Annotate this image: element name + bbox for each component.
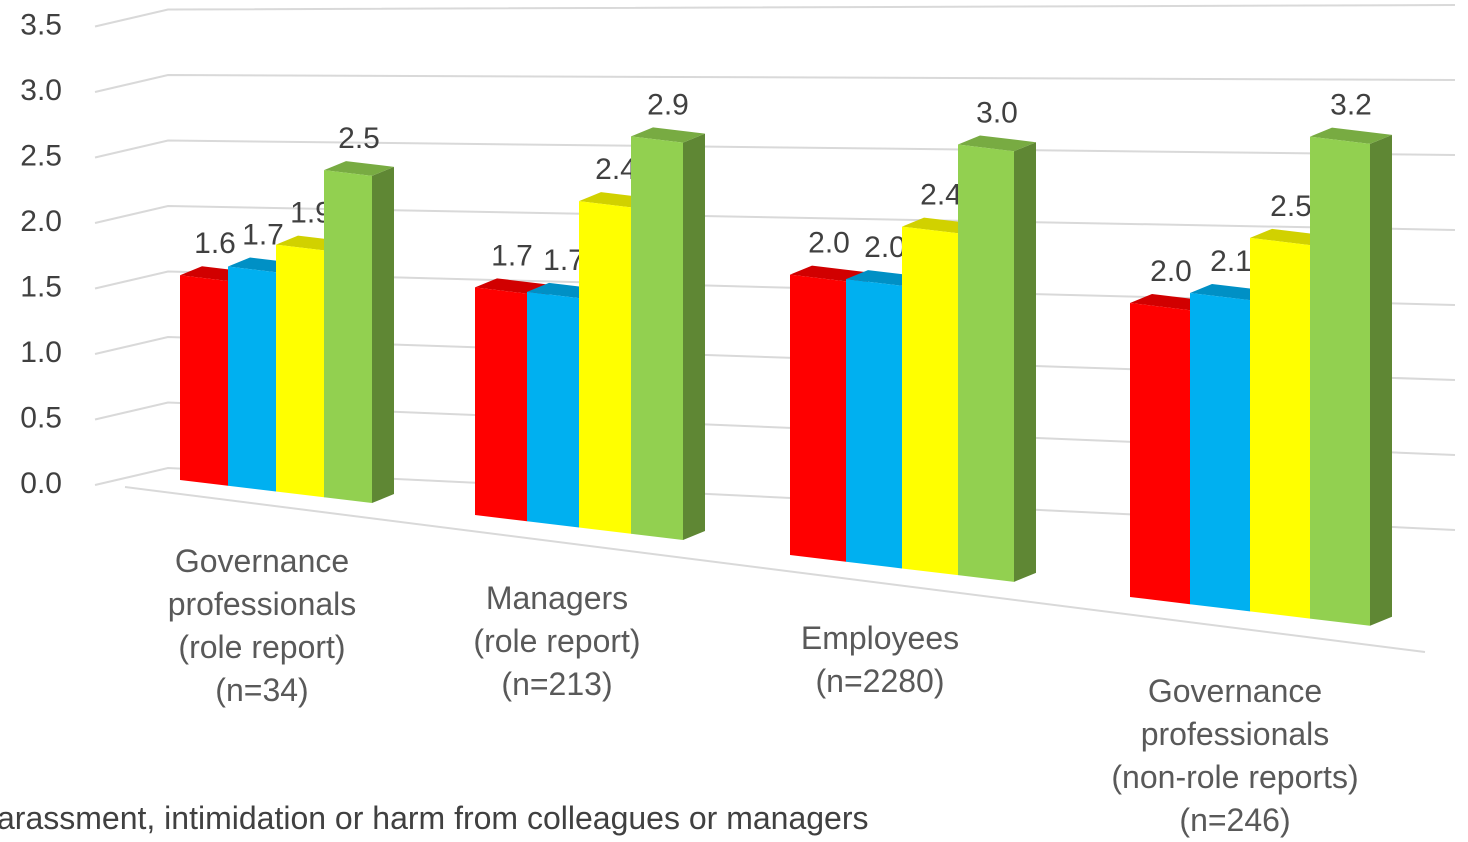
y-tick-label: 1.5 [20, 270, 62, 303]
y-tick-label: 2.0 [20, 205, 62, 238]
value-label: 2.5 [1270, 190, 1312, 223]
y-tick-label: 3.0 [20, 74, 62, 107]
x-tick-label: Managers (role report) (n=213) [473, 580, 641, 702]
x-tick-label: Employees (n=2280) [800, 620, 960, 699]
value-label: 3.2 [1330, 89, 1372, 122]
bar-front [527, 291, 579, 528]
bar-front [324, 170, 372, 504]
bar-front [790, 274, 846, 562]
y-tick-label: 2.5 [20, 139, 62, 172]
bar [958, 135, 1036, 582]
bar-side [372, 166, 394, 504]
bar-top [958, 135, 1036, 152]
bar-top [324, 161, 394, 176]
bar-side [1370, 134, 1392, 626]
y-tick-label: 1.0 [20, 336, 62, 369]
x-tick-label: Governance professionals (non-role repor… [1111, 673, 1359, 838]
grid-line [94, 4, 1456, 28]
bar-front [228, 266, 276, 492]
bar-front [276, 244, 324, 498]
value-label: 2.5 [338, 122, 380, 155]
bar-front [180, 275, 228, 486]
bar-top [631, 127, 705, 143]
bar-front [1310, 136, 1370, 626]
bar-front [1250, 237, 1310, 619]
bar-side [683, 133, 705, 540]
bar [631, 127, 705, 540]
bar-front [902, 226, 958, 576]
value-label: 1.6 [194, 227, 236, 260]
value-label: 2.4 [595, 153, 637, 186]
value-label: 2.0 [864, 231, 906, 264]
legend-entry: arassment, intimidation or harm from col… [0, 800, 869, 836]
value-label: 1.7 [543, 244, 585, 277]
bar-top [1310, 127, 1392, 144]
bar-front [1190, 292, 1250, 612]
y-tick-label: 3.5 [20, 8, 62, 41]
value-label: 2.9 [647, 88, 689, 121]
y-tick-label: 0.5 [20, 401, 62, 434]
bar-side [1014, 142, 1036, 582]
bar-front [631, 136, 683, 540]
grid-line [94, 139, 1456, 159]
grid-line [94, 73, 1456, 93]
bar [324, 161, 394, 504]
y-tick-label: 0.0 [20, 467, 62, 500]
bar-front [475, 287, 527, 522]
bar-front [1130, 303, 1190, 605]
bar-top [475, 278, 549, 294]
value-label: 3.0 [976, 96, 1018, 129]
bar-front [958, 144, 1014, 582]
x-tick-label: Governance professionals (role report) (… [167, 543, 357, 708]
value-label: 2.0 [1150, 255, 1192, 288]
value-label: 1.7 [491, 239, 533, 272]
bar-front [579, 201, 631, 534]
value-label: 2.1 [1210, 245, 1252, 278]
bar-front [846, 279, 902, 569]
bar [1310, 127, 1392, 626]
bar-top [790, 265, 868, 282]
floor-line [124, 486, 1426, 653]
value-label: 2.0 [808, 227, 850, 260]
value-label: 2.4 [920, 179, 962, 212]
